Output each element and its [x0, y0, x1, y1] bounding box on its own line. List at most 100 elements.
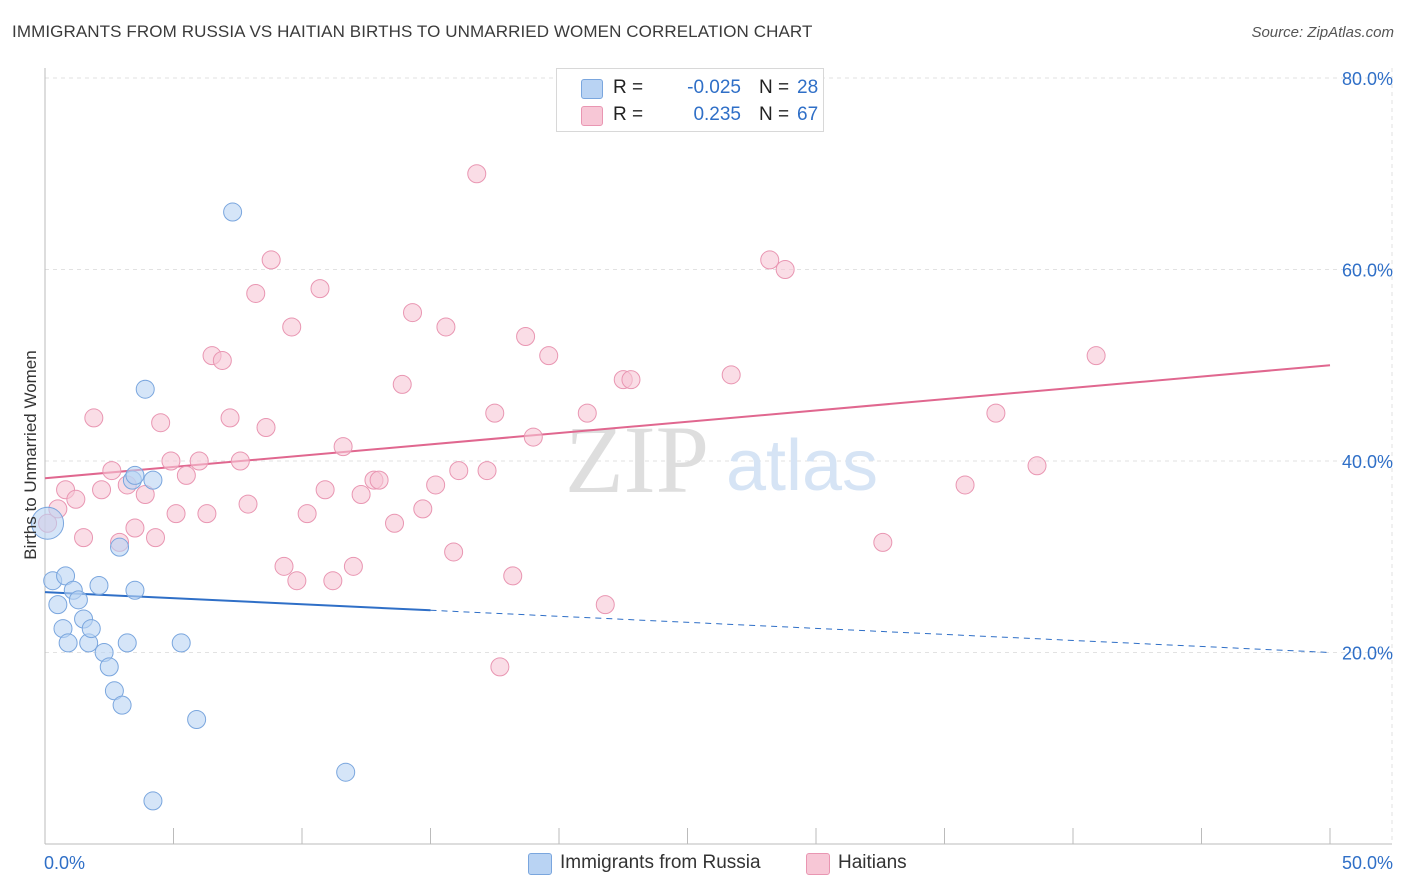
- russia-point: [125, 580, 145, 600]
- legend-label-russia: Immigrants from Russia: [560, 852, 761, 873]
- haiti-legend-swatch: [806, 853, 830, 875]
- haiti-point: [146, 528, 166, 548]
- axes: [44, 68, 1392, 845]
- haiti-point: [444, 542, 464, 562]
- haiti-point: [212, 350, 232, 370]
- russia-point: [99, 657, 119, 677]
- y-axis-label: Births to Unmarried Women: [21, 350, 40, 559]
- haiti-point: [66, 489, 86, 509]
- haiti-point: [523, 427, 543, 447]
- x-tick-label: 0.0%: [44, 853, 85, 873]
- haiti-point: [403, 303, 423, 323]
- n-label: N =: [759, 104, 790, 125]
- r-value: 0.235: [693, 104, 741, 125]
- r-label: R =: [613, 77, 644, 98]
- chart-title: IMMIGRANTS FROM RUSSIA VS HAITIAN BIRTHS…: [12, 22, 813, 41]
- haiti-point: [166, 504, 186, 524]
- haiti-point: [261, 250, 281, 270]
- y-tick-label: 80.0%: [1342, 69, 1393, 89]
- r-label: R =: [613, 104, 644, 125]
- haiti-point: [385, 513, 405, 533]
- russia-point: [58, 633, 78, 653]
- haiti-point: [102, 461, 122, 481]
- source-label: Source: ZipAtlas.com: [1251, 24, 1394, 41]
- haiti-point: [74, 528, 94, 548]
- russia-point: [31, 506, 65, 540]
- haiti-point: [539, 346, 559, 366]
- haiti-trendline: [44, 364, 1331, 480]
- haiti-point: [413, 499, 433, 519]
- y-tick-label: 20.0%: [1342, 644, 1393, 664]
- haiti-point: [256, 417, 276, 437]
- haiti-point: [449, 461, 469, 481]
- russia-trendline-dashed: [430, 609, 1331, 653]
- haiti-point: [220, 408, 240, 428]
- haiti-point: [161, 451, 181, 471]
- russia-point: [48, 595, 68, 615]
- russia-point: [171, 633, 191, 653]
- haiti-point: [516, 327, 536, 347]
- haiti-point: [310, 279, 330, 299]
- russia-point: [336, 762, 356, 782]
- russia-point: [223, 202, 243, 222]
- haiti-point: [92, 480, 112, 500]
- russia-point: [135, 379, 155, 399]
- haiti-point: [392, 374, 412, 394]
- haiti-point: [595, 595, 615, 615]
- n-value: 67: [797, 104, 819, 125]
- haiti-point: [503, 566, 523, 586]
- legend-label-haiti: Haitians: [838, 852, 907, 873]
- russia-point: [143, 470, 163, 490]
- russia-point: [143, 791, 163, 811]
- haiti-point: [485, 403, 505, 423]
- watermark-atlas: atlas: [726, 426, 878, 506]
- russia-point: [112, 695, 132, 715]
- haiti-point: [189, 451, 209, 471]
- haiti-point: [274, 556, 294, 576]
- haiti-point: [333, 437, 353, 457]
- grid-lines: [45, 68, 1393, 844]
- russia-point: [110, 537, 130, 557]
- series-legend: Immigrants from Russia Haitians: [0, 852, 1406, 878]
- haiti-point: [297, 504, 317, 524]
- haiti-point: [125, 518, 145, 538]
- haiti-point: [238, 494, 258, 514]
- russia-point: [117, 633, 137, 653]
- watermark: ZIP atlas: [565, 406, 878, 513]
- haiti-point: [490, 657, 510, 677]
- haiti-point: [577, 403, 597, 423]
- haiti-point: [955, 475, 975, 495]
- russia-point: [68, 590, 88, 610]
- russia-point: [125, 465, 145, 485]
- haiti-point: [1027, 456, 1047, 476]
- haiti-point: [760, 250, 780, 270]
- haiti-swatch: [581, 106, 603, 126]
- haiti-point: [84, 408, 104, 428]
- russia-point: [81, 619, 101, 639]
- haiti-point: [775, 260, 795, 279]
- n-value: 28: [797, 77, 819, 98]
- haiti-point: [230, 451, 250, 471]
- haiti-point: [315, 480, 335, 500]
- haiti-point: [282, 317, 302, 337]
- haiti-point: [1086, 346, 1106, 366]
- russia-trendline-solid: [44, 591, 431, 612]
- haiti-point: [426, 475, 446, 495]
- russia-points: [31, 202, 356, 811]
- haiti-point: [343, 556, 363, 576]
- haiti-point: [287, 571, 307, 591]
- haiti-point: [246, 283, 266, 303]
- tick-labels: 20.0% 40.0% 60.0% 80.0% 0.0% 50.0%: [44, 69, 1393, 873]
- haiti-point: [621, 370, 641, 390]
- haiti-point: [323, 571, 343, 591]
- trend-lines: [44, 364, 1331, 653]
- haiti-point: [873, 532, 893, 552]
- correlation-legend: R = -0.025 N = 28 R = 0.235 N = 67: [556, 68, 824, 132]
- n-label: N =: [759, 77, 790, 98]
- haiti-point: [197, 504, 217, 524]
- haiti-point: [986, 403, 1006, 423]
- haiti-point: [176, 465, 196, 485]
- haiti-point: [369, 470, 389, 490]
- r-value: -0.025: [687, 77, 741, 98]
